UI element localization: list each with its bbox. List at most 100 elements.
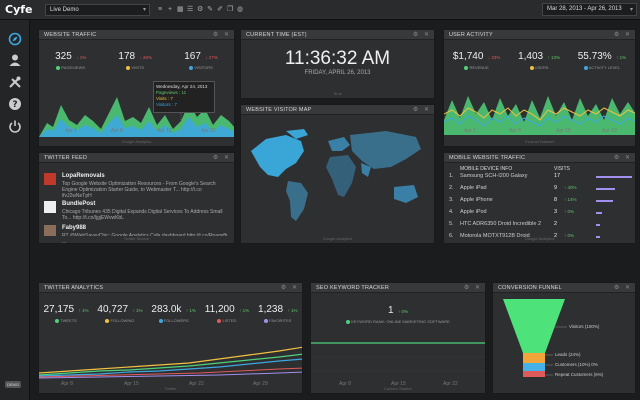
tweet-author[interactable]: BundlePost [62,201,96,207]
widget-title: WEBSITE TRAFFIC [44,32,97,38]
funnel-step-customers[interactable] [523,363,545,371]
widget-title: CURRENT TIME (EST) [246,32,307,38]
funnel-label: Visitors (100%) [569,324,600,329]
widget-title: USER ACTIVITY [449,32,493,38]
row-change: ↑ 14% [564,197,577,202]
row-rank: 6. [449,233,454,239]
greenland[interactable] [286,129,308,139]
brush-icon[interactable]: ✐ [217,6,223,13]
stat-label: VISITS [131,65,145,70]
plus-icon[interactable]: + [167,6,173,13]
africa[interactable] [326,155,356,197]
widget-controls[interactable]: ⚙ ✕ [613,285,632,291]
user-icon[interactable] [8,53,22,67]
widget-controls[interactable]: ⚙ ✕ [412,32,431,38]
stat-label: FOLLOWERS [163,318,189,323]
legend-dot [56,65,61,70]
stat-value: $1,740 [452,51,484,62]
row-change: ↑ 0% [564,209,575,214]
stat-listed: 11,200 ↑ 1% LISTED [205,299,249,323]
list-icon[interactable]: ☰ [187,6,194,13]
funnel-step-visitors[interactable] [503,299,565,353]
column-header-visits: VISITS [554,166,570,172]
stat-label: VISITORS [194,65,213,70]
tools-icon[interactable] [8,75,22,89]
edit-icon[interactable]: ✎ [207,6,213,13]
tooltip-pageviews: Pageviews : 11 [156,90,187,95]
demo-badge: DEMO [5,381,21,388]
settings-icon[interactable]: ⚙ [197,6,204,13]
row-rank: 1. [449,173,454,179]
chart-tooltip: Wednesday, Apr 24, 2013 Pageviews : 11 V… [153,81,215,113]
legend-dot [217,318,222,323]
top-bar: Cyfe Live Demo ▾ ≡ + ▦ ☰ ⚙ ✎ ✐ ❐ ◍ Mar 2… [0,0,640,20]
legend-dot [464,65,469,70]
tweet-author[interactable]: LopaRemovals [62,173,105,179]
widget-controls[interactable]: ⚙ ✕ [212,155,231,161]
cyfe-logo[interactable]: Cyfe [5,3,33,16]
compass-icon[interactable] [8,32,22,46]
europe[interactable] [328,137,350,151]
grid-icon[interactable]: ▦ [177,6,184,13]
world-map[interactable] [246,121,431,231]
help-icon[interactable]: ? [8,97,22,111]
stat-value: 55.73% [577,51,612,62]
funnel-label: Leads (24%) [555,352,581,357]
visits-bar [596,236,600,238]
legend-dot [529,65,534,70]
x-tick: Apr 22 [602,128,617,134]
row-rank: 5. [449,221,454,227]
widget-controls[interactable]: ⚙ ✕ [463,285,482,291]
stat-change: ↓ 23% [487,55,501,60]
australia[interactable] [394,185,418,203]
tweet-item[interactable]: BundlePost Chicago Tribunes 435 Digital … [44,201,234,237]
funnel-step-leads[interactable] [523,353,545,363]
date-range-picker[interactable]: Mar 28, 2013 - Apr 26, 2013 ▾ [542,3,637,16]
widget-header: MOBILE WEBSITE TRAFFIC ⚙ ✕ [444,153,635,163]
funnel-chart [503,299,567,377]
copy-icon[interactable]: ❐ [227,6,234,13]
north-america[interactable] [251,135,304,177]
stat-change: ↑ 1% [616,55,627,60]
widget-controls[interactable]: ⚙ ✕ [280,285,299,291]
asia[interactable] [350,131,421,169]
funnel-label: Repeat Customers (6%) [555,372,604,377]
column-header-device: MOBILE DEVICE INFO [460,166,513,172]
stat-visits: 178 ↓ 26% VISITS [118,46,152,70]
widget-header: WEBSITE TRAFFIC ⚙ ✕ [39,30,234,40]
widget-title: MOBILE WEBSITE TRAFFIC [449,155,526,161]
keyword-rank-change: ↑ 0% [398,309,409,314]
menu-icon[interactable]: ≡ [157,6,163,13]
power-icon[interactable] [8,119,22,133]
stat-label: FAVORITES [269,318,292,323]
stat-label: REVENUE [469,65,489,70]
stat-value: 325 [55,51,72,62]
widget-visitor-map: WEBSITE VISITOR MAP ⚙ ✕ Google Analytics [240,104,435,244]
stat-value: 40,727 [97,304,129,315]
legend-dot [346,319,351,324]
mobile-device-table: 1. Samsung SCH-I200 Galaxy 17 2. Apple iPad 9… [444,171,635,243]
widget-controls[interactable]: ⚙ ✕ [613,155,632,161]
globe-icon[interactable]: ◍ [237,6,244,13]
widget-controls[interactable]: ⚙ ✕ [613,32,632,38]
india[interactable] [361,163,371,177]
x-tick: Apr 8 [509,128,521,134]
tweet-item[interactable]: LopaRemovals Top Google Website Optimiza… [44,173,234,209]
legend-dot [105,318,110,323]
table-row: 5. HTC ADR6350 Droid Incredible 2 2 [444,219,635,231]
row-device: Apple iPod [460,209,487,215]
dashboard-select[interactable]: Live Demo ▾ [45,4,150,16]
tweet-item[interactable]: Faby988 RT @WebSavvyChic: Google Analyti… [44,225,234,243]
twitter-line-chart [39,346,302,379]
x-tick: Apr 22 [201,128,216,134]
south-america[interactable] [286,181,308,221]
stat-value: 283.0k [151,304,182,315]
widget-user-activity: USER ACTIVITY ⚙ ✕ $1,740 ↓ 23% REVENUE 1,4… [443,29,636,147]
widget-controls[interactable]: ⚙ ✕ [212,32,231,38]
seo-stat: 1 ↑ 0% KEYWORD RANK: ONLINE MARKETING SO… [311,300,485,324]
widget-header: TWITTER FEED ⚙ ✕ [39,153,234,163]
stat-label: LISTED [222,318,237,323]
funnel-step-repeat[interactable] [523,371,545,377]
widget-controls[interactable]: ⚙ ✕ [412,107,431,113]
tweet-author[interactable]: Faby988 [62,225,87,231]
